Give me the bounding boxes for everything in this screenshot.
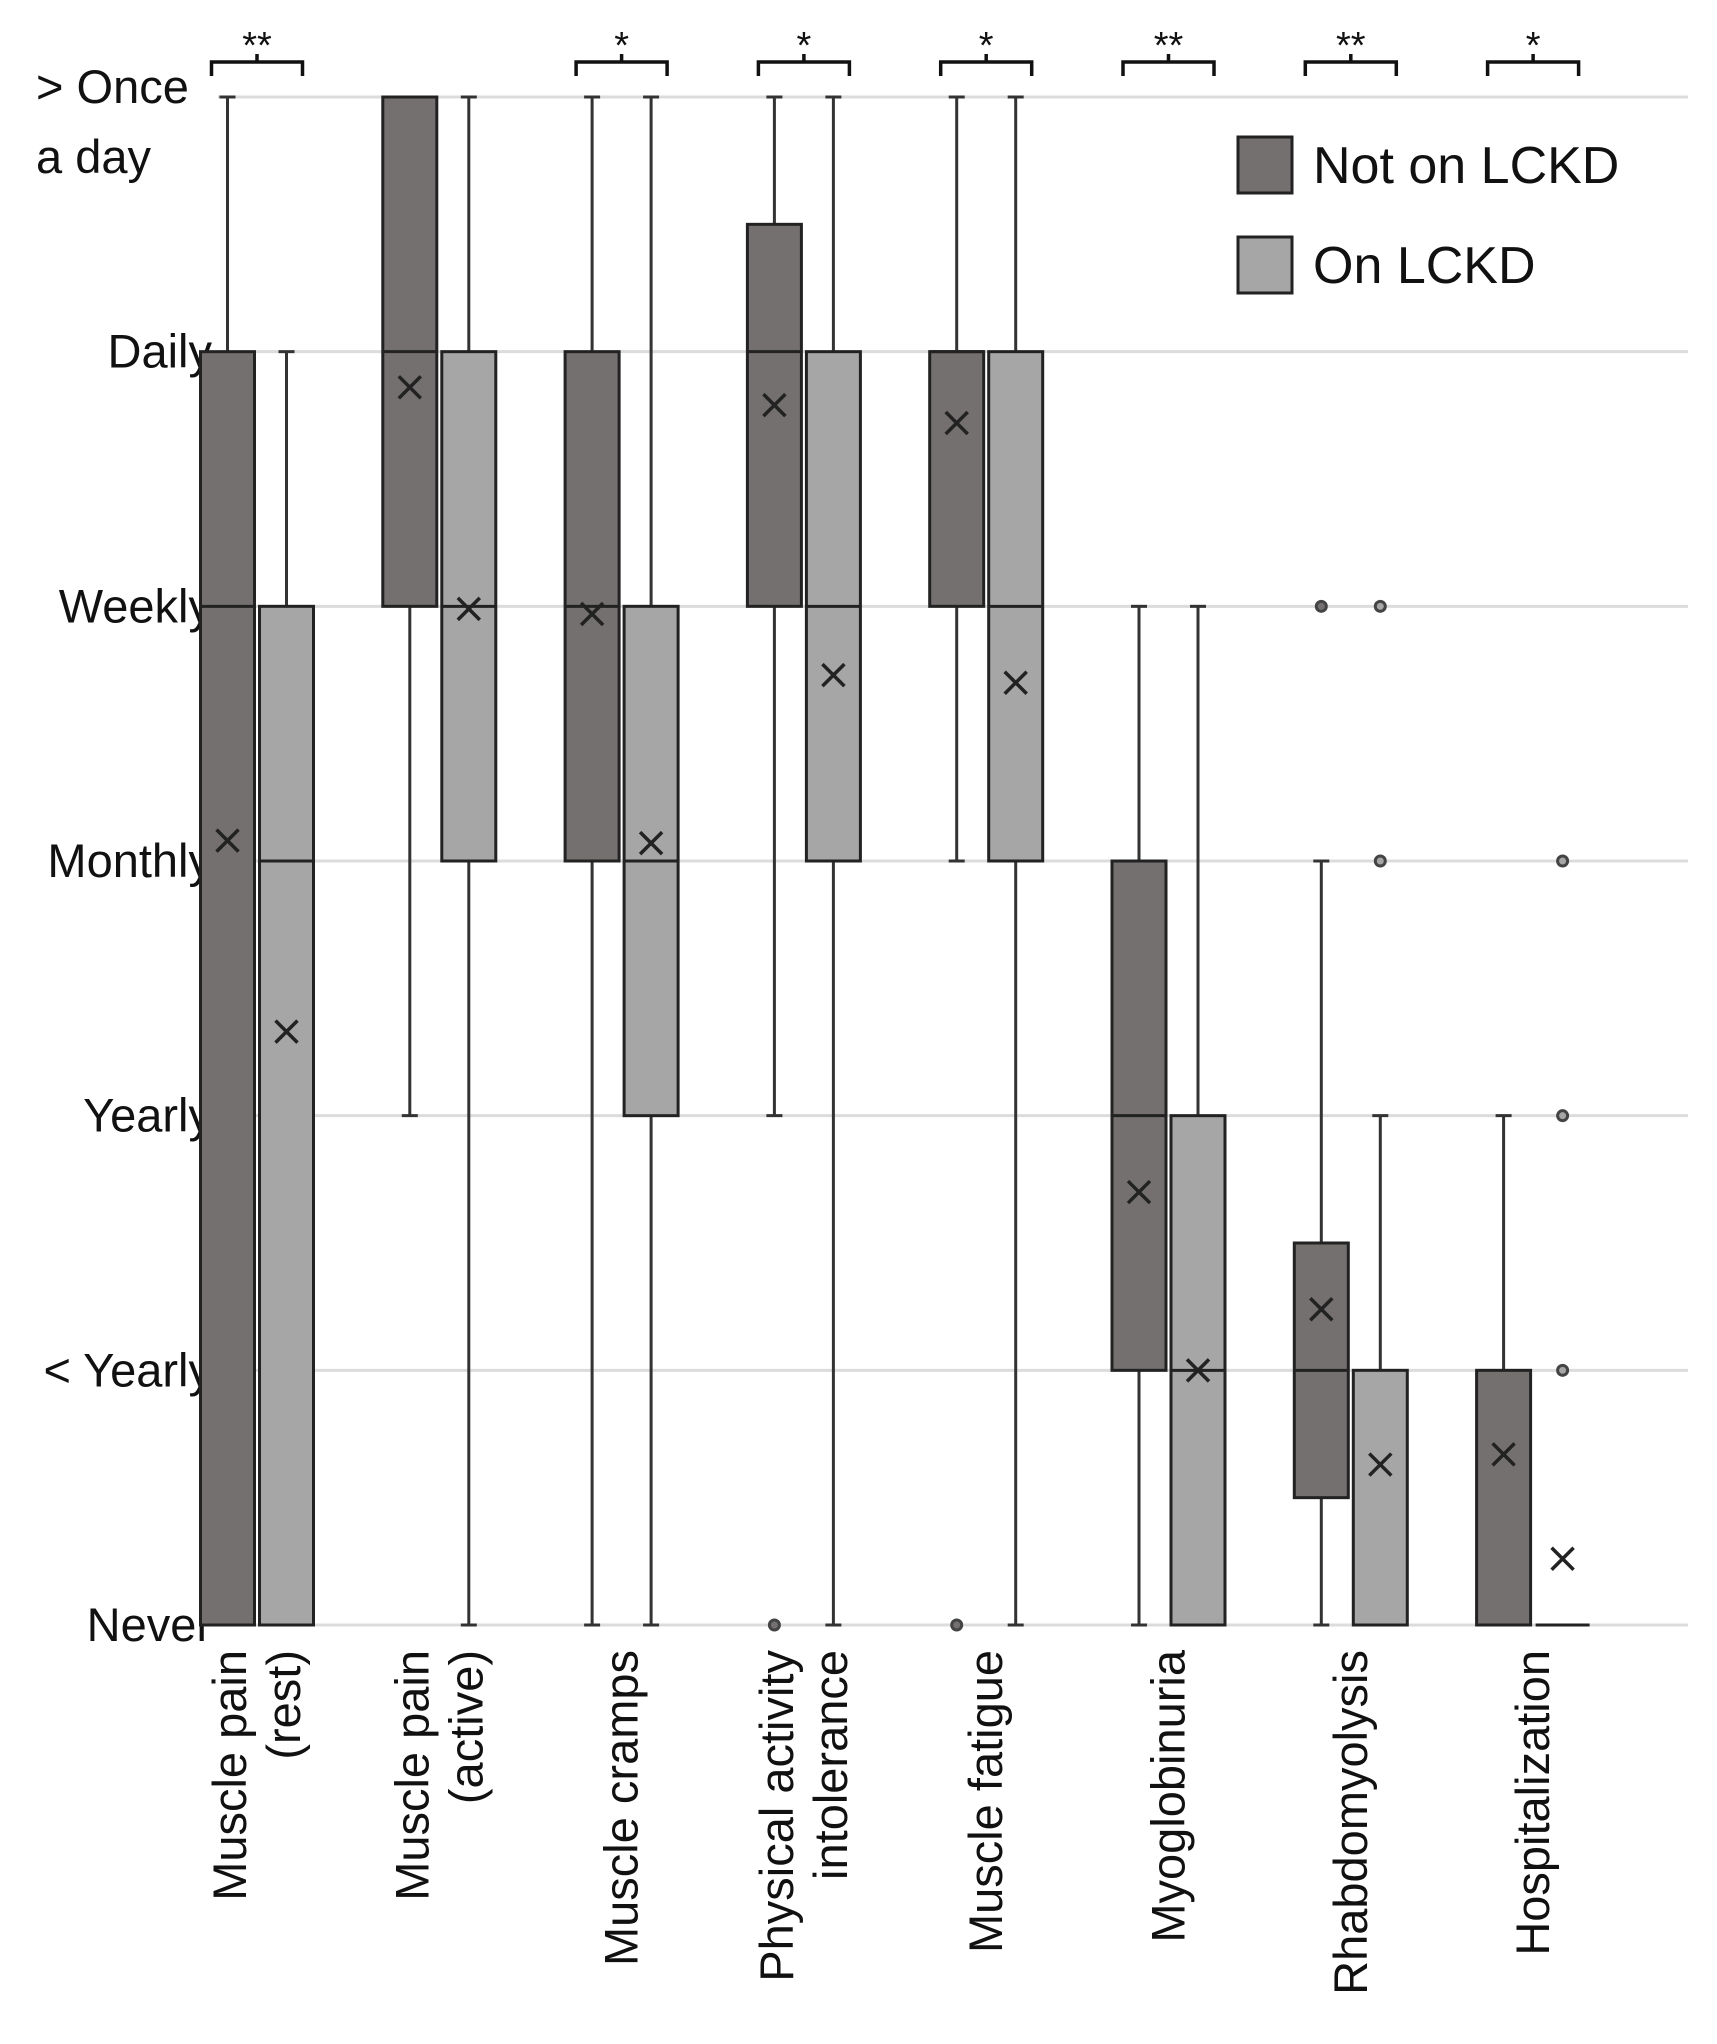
box-iqr (745, 222, 803, 608)
box-on-lckd (1169, 604, 1227, 1627)
box-iqr (1475, 1368, 1533, 1627)
outlier-point (950, 1618, 964, 1632)
mean-marker (821, 662, 846, 688)
significance-bracket: * (574, 25, 669, 76)
box-not-on-lckd (745, 95, 803, 1632)
box-on-lckd (622, 95, 680, 1627)
box-not-on-lckd (1475, 1114, 1533, 1627)
y-tick-label: Weekly (59, 579, 213, 632)
box-not-on-lckd (1292, 599, 1350, 1627)
mean-marker (1126, 1179, 1152, 1205)
mean-marker (1003, 670, 1028, 695)
outlier-point (1556, 1363, 1570, 1377)
box-not-on-lckd (1110, 604, 1168, 1627)
x-category-label-line: Physical activity (750, 1650, 803, 1982)
x-category-label: Muscle fatigue (959, 1650, 1012, 1953)
significance-bracket: ** (1121, 25, 1216, 76)
x-category-label: Rhabdomyolysis (1324, 1650, 1377, 1995)
y-tick-label: Never (87, 1598, 212, 1651)
x-category-label-line: intolerance (804, 1650, 857, 1880)
box-on-lckd (1535, 854, 1590, 1627)
x-category-label-line: (rest) (257, 1650, 310, 1760)
box-iqr (928, 350, 986, 608)
mean-marker (1368, 1452, 1393, 1477)
x-category-label: Muscle pain (rest) (203, 1650, 310, 1901)
mean-marker (638, 830, 664, 856)
mean-marker (1550, 1546, 1575, 1572)
mean-marker (1185, 1358, 1211, 1383)
significance-bracket: * (938, 25, 1034, 76)
box-on-lckd (804, 95, 862, 1627)
legend: Not on LCKD On LCKD (1236, 135, 1619, 295)
x-category-label: Physical activity intolerance (750, 1650, 857, 1982)
significance-brackets: ** * * * ** ** * (209, 25, 1581, 76)
mean-marker (944, 410, 969, 436)
box-not-on-lckd (928, 95, 986, 1632)
outlier-point (1556, 1109, 1570, 1123)
significance-bracket: ** (1303, 25, 1399, 76)
significance-bracket: ** (209, 25, 305, 76)
y-tick-label: Monthly (47, 834, 212, 887)
mean-marker (1491, 1442, 1516, 1467)
x-category-label-line: Muscle pain (203, 1650, 256, 1901)
y-tick-label: > Once (36, 60, 189, 113)
significance-bracket: * (1485, 25, 1581, 76)
x-category-label-line: Rhabdomyolysis (1324, 1650, 1377, 1995)
box-on-lckd (258, 350, 315, 1627)
significance-label: ** (1154, 25, 1184, 67)
significance-label: ** (1336, 25, 1366, 67)
outlier-point (1314, 599, 1328, 613)
legend-swatch (1236, 135, 1294, 195)
mean-marker (456, 596, 482, 622)
legend-swatch (1236, 235, 1294, 295)
significance-bracket: * (756, 25, 852, 76)
x-category-label: Myoglobinuria (1142, 1649, 1195, 1942)
x-category-label-line: Muscle pain (385, 1650, 438, 1901)
box-not-on-lckd (381, 95, 439, 1118)
outlier-point (1373, 599, 1387, 613)
box-on-lckd (987, 95, 1045, 1627)
mean-marker (579, 601, 605, 627)
box-on-lckd (1351, 599, 1409, 1627)
x-category-label-line: Muscle cramps (595, 1650, 648, 1966)
significance-label: * (1526, 25, 1541, 67)
x-category-label: Hospitalization (1506, 1650, 1559, 1956)
x-category-label-line: (active) (439, 1650, 492, 1804)
x-category-label-line: Muscle fatigue (959, 1650, 1012, 1953)
mean-marker (215, 828, 240, 853)
mean-marker (762, 392, 787, 418)
legend-label: On LCKD (1313, 237, 1536, 295)
y-axis-tick-labels: Never < Yearly Yearly Monthly Weekly Daily > O… (36, 60, 212, 1651)
y-tick-label: Daily (108, 325, 213, 378)
x-category-label-line: Myoglobinuria (1142, 1649, 1195, 1942)
significance-label: * (614, 25, 629, 67)
significance-label: * (979, 25, 994, 67)
x-axis-category-labels: Muscle pain (rest) Muscle pain (active) Musc… (203, 1649, 1559, 1995)
mean-marker (274, 1019, 299, 1044)
box-not-on-lckd (563, 95, 621, 1627)
box-iqr (199, 350, 256, 1627)
outlier-point (1373, 854, 1387, 868)
significance-label: * (797, 25, 812, 67)
box-on-lckd (440, 95, 498, 1627)
plot-area (199, 95, 1590, 1632)
box-iqr (1351, 1368, 1409, 1627)
mean-marker (397, 375, 423, 400)
x-category-label: Muscle pain (active) (385, 1650, 492, 1901)
outlier-point (767, 1618, 781, 1632)
y-tick-label: Yearly (83, 1089, 212, 1142)
box-not-on-lckd (199, 95, 256, 1627)
significance-label: ** (242, 25, 272, 67)
mean-marker (1309, 1296, 1334, 1322)
y-tick-label: < Yearly (43, 1343, 212, 1396)
legend-label: Not on LCKD (1313, 137, 1619, 195)
x-category-label-line: Hospitalization (1506, 1650, 1559, 1956)
y-tick-label: a day (36, 130, 151, 183)
outlier-point (1556, 854, 1570, 868)
box-iqr (258, 604, 315, 1627)
x-category-label: Muscle cramps (595, 1650, 648, 1966)
